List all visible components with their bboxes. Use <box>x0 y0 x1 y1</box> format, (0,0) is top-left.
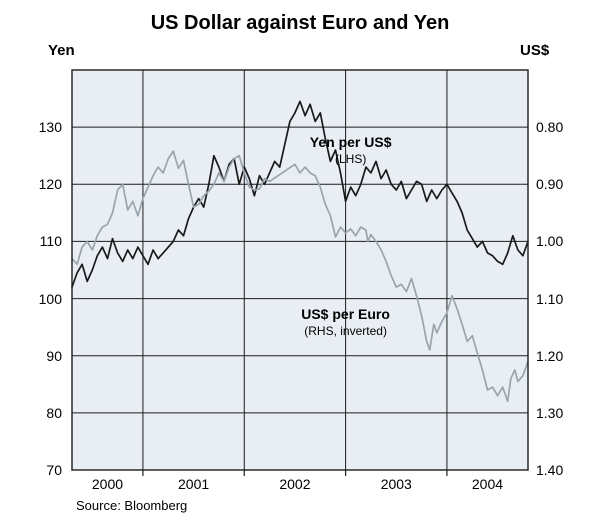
x-tick-label: 2001 <box>178 476 209 492</box>
right-tick-label: 1.30 <box>536 405 563 421</box>
series-label-yen-sub: (LHS) <box>335 152 366 166</box>
right-tick-label: 1.10 <box>536 291 563 307</box>
series-label-euro: US$ per Euro (RHS, inverted) <box>266 306 426 339</box>
left-tick-label: 130 <box>0 119 62 135</box>
right-tick-label: 1.20 <box>536 348 563 364</box>
left-tick-label: 110 <box>0 233 62 249</box>
series-label-euro-sub: (RHS, inverted) <box>304 324 387 338</box>
left-tick-label: 80 <box>0 405 62 421</box>
x-tick-label: 2002 <box>279 476 310 492</box>
x-tick-label: 2000 <box>92 476 123 492</box>
right-tick-label: 0.90 <box>536 176 563 192</box>
left-tick-label: 100 <box>0 291 62 307</box>
series-label-yen: Yen per US$ (LHS) <box>271 134 431 167</box>
plot-area <box>0 0 600 524</box>
source-text: Source: Bloomberg <box>76 498 187 513</box>
left-tick-label: 90 <box>0 348 62 364</box>
right-tick-label: 0.80 <box>536 119 563 135</box>
series-label-euro-name: US$ per Euro <box>301 306 390 322</box>
series-label-yen-name: Yen per US$ <box>310 134 392 150</box>
left-tick-label: 120 <box>0 176 62 192</box>
left-tick-label: 70 <box>0 462 62 478</box>
x-tick-label: 2003 <box>381 476 412 492</box>
x-tick-label: 2004 <box>472 476 503 492</box>
right-tick-label: 1.00 <box>536 233 563 249</box>
right-tick-label: 1.40 <box>536 462 563 478</box>
